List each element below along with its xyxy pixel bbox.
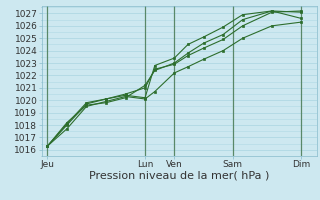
X-axis label: Pression niveau de la mer( hPa ): Pression niveau de la mer( hPa ) <box>89 171 269 181</box>
